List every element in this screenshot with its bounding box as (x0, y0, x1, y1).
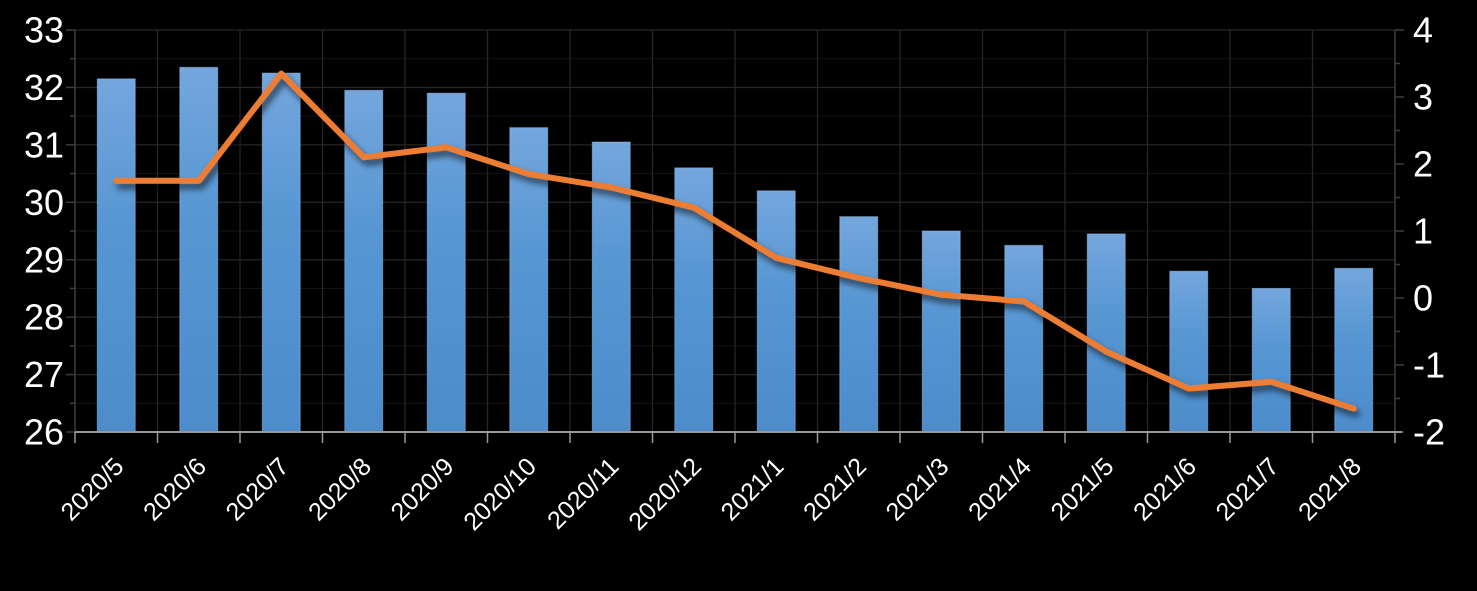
left-axis-label: 32 (24, 67, 64, 108)
bar-2021/5 (1086, 233, 1126, 433)
right-axis-label: 4 (1413, 10, 1433, 51)
bar-2021/4 (1004, 244, 1044, 433)
bar-2020/7 (261, 72, 301, 433)
left-axis-label: 29 (24, 239, 64, 280)
right-axis-label: -2 (1413, 412, 1445, 453)
left-axis-label: 28 (24, 297, 64, 338)
bar-2020/9 (426, 92, 466, 433)
left-axis-label: 26 (24, 412, 64, 453)
left-axis-label: 27 (24, 354, 64, 395)
right-axis-label: 3 (1413, 77, 1433, 118)
bar-2021/6 (1169, 270, 1209, 433)
left-axis-label: 31 (24, 124, 64, 165)
line-series-path (113, 70, 1357, 412)
bar-2021/1 (756, 190, 796, 433)
right-axis-label: 0 (1413, 278, 1433, 319)
left-axis-label: 30 (24, 182, 64, 223)
right-axis-label: 1 (1413, 211, 1433, 252)
bar-2021/7 (1251, 287, 1291, 433)
bar-2020/5 (96, 78, 136, 433)
bar-2021/2 (839, 216, 879, 433)
left-axis-label: 33 (24, 10, 64, 51)
bar-2020/6 (179, 66, 219, 433)
right-axis-label: -1 (1413, 345, 1445, 386)
right-axis-label: 2 (1413, 144, 1433, 185)
bar-2021/3 (921, 230, 961, 433)
